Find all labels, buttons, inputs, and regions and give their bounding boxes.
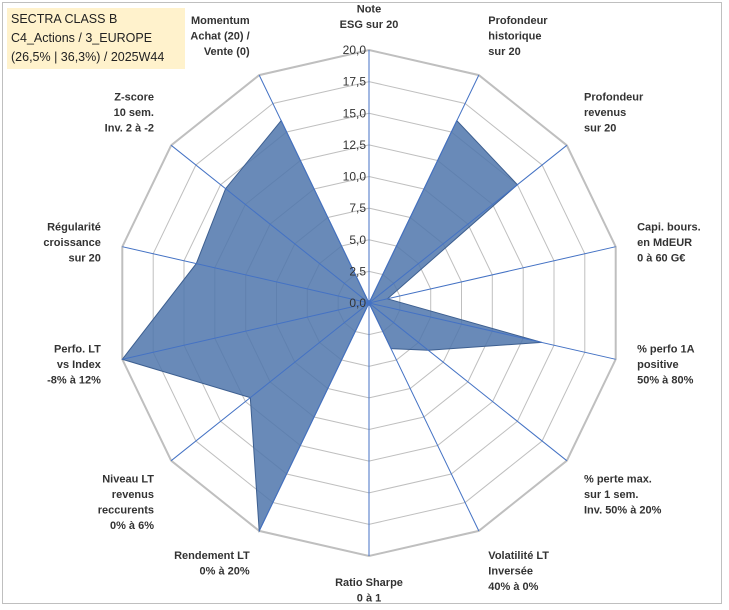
axis-label: Momentum Achat (20) / Vente (0): [190, 15, 250, 58]
axis-line: [368, 144, 568, 304]
title-line-3: (26,5% | 36,3%) / 2025W44: [11, 50, 165, 64]
axis-label-line: 0% à 20%: [200, 565, 250, 577]
axis-line: [368, 302, 480, 532]
tick-label: 5,0: [349, 233, 366, 247]
axis-label-line: sur 20: [68, 252, 100, 264]
axis-label-line: -8% à 12%: [47, 375, 101, 387]
axis-label-line: Inversée: [488, 565, 533, 577]
tick-label: 12,5: [343, 138, 367, 152]
axis-label-line: Z-score: [114, 92, 154, 104]
axis-line: [170, 144, 370, 304]
axis-label: Profondeur revenus sur 20: [584, 92, 644, 135]
tick-label: 17,5: [343, 75, 367, 89]
axis-label: Niveau LT revenus reccurents 0% à 6%: [98, 474, 155, 533]
axis-label-line: % perte max.: [584, 474, 652, 486]
title-line-1: SECTRA CLASS B: [11, 12, 118, 26]
axis-label-line: Inv. 2 à -2: [105, 123, 154, 135]
axis-label-line: sur 1 sem.: [584, 489, 638, 501]
axis-label: Capi. bours. en MdEUR 0 à 60 G€: [637, 221, 701, 264]
axis-label: Volatilité LT Inversée 40% à 0%: [488, 550, 549, 593]
axis-line: [368, 246, 616, 304]
axis-label-line: Achat (20) /: [190, 31, 249, 43]
axis-label-line: 40% à 0%: [488, 581, 538, 593]
axis-label-line: % perfo 1A: [637, 344, 695, 356]
axis-label: Ratio Sharpe 0 à 1: [335, 577, 403, 605]
axis-label-line: sur 20: [584, 123, 616, 135]
chart-title-box: SECTRA CLASS B C4_Actions / 3_EUROPE (26…: [7, 8, 185, 69]
axis-label-line: Volatilité LT: [488, 550, 549, 562]
axis-line: [368, 302, 568, 462]
axis-label: Perfo. LT vs Index -8% à 12%: [47, 344, 102, 387]
axis-label-line: Régularité: [47, 221, 101, 233]
axis-label-line: Niveau LT: [102, 474, 154, 486]
tick-label: 2,5: [349, 264, 366, 278]
axis-label-line: croissance: [43, 237, 100, 249]
axis-label-line: 50% à 80%: [637, 375, 693, 387]
tick-label: 10,0: [343, 170, 367, 184]
axis-label: % perte max. sur 1 sem. Inv. 50% à 20%: [584, 474, 662, 517]
axis-label-line: positive: [637, 359, 679, 371]
axis-label-line: 10 sem.: [114, 107, 154, 119]
axis-label: % perfo 1A positive 50% à 80%: [637, 344, 695, 387]
axis-label-line: Note: [357, 4, 381, 16]
axis-label-line: Momentum: [191, 15, 250, 27]
tick-label: 20,0: [343, 43, 367, 57]
axis-label-line: sur 20: [488, 46, 520, 58]
axis-label-line: historique: [488, 31, 541, 43]
axis-line: [368, 74, 480, 304]
axis-line: [170, 302, 370, 462]
axis-line: [122, 302, 370, 360]
axis-label-line: Profondeur: [584, 92, 644, 104]
axis-label-line: Capi. bours.: [637, 221, 701, 233]
axis-line: [122, 246, 370, 304]
axis-label-line: reccurents: [98, 505, 154, 517]
axis-label-line: 0 à 1: [357, 593, 381, 605]
axis-label-line: vs Index: [57, 359, 102, 371]
axis-label-line: 0% à 6%: [110, 520, 154, 532]
tick-label: 0,0: [349, 296, 366, 310]
axis-label-line: Inv. 50% à 20%: [584, 505, 662, 517]
axis-label-line: Vente (0): [204, 46, 250, 58]
tick-label: 15,0: [343, 106, 367, 120]
axis-line: [258, 74, 370, 304]
series-area: [121, 119, 542, 533]
axis-label-line: Perfo. LT: [54, 344, 101, 356]
axis-label-line: Ratio Sharpe: [335, 577, 403, 589]
axis-line: [258, 302, 370, 532]
axis-label: Note ESG sur 20: [340, 4, 399, 32]
axis-label-line: revenus: [584, 107, 626, 119]
axis-label-line: Rendement LT: [174, 550, 250, 562]
axis-label-line: revenus: [112, 489, 154, 501]
axis-label-line: ESG sur 20: [340, 19, 399, 31]
axis-label: Profondeur historique sur 20: [488, 15, 548, 58]
axis-label: Régularité croissance sur 20: [43, 221, 100, 264]
tick-label: 7,5: [349, 201, 366, 215]
axis-label-line: 0 à 60 G€: [637, 252, 685, 264]
axis-label: Z-score 10 sem. Inv. 2 à -2: [105, 92, 154, 135]
axis-label: Rendement LT 0% à 20%: [174, 550, 250, 578]
axis-label-line: en MdEUR: [637, 237, 692, 249]
title-line-2: C4_Actions / 3_EUROPE: [11, 31, 153, 45]
axis-line: [368, 302, 616, 360]
axis-label-line: Profondeur: [488, 15, 548, 27]
